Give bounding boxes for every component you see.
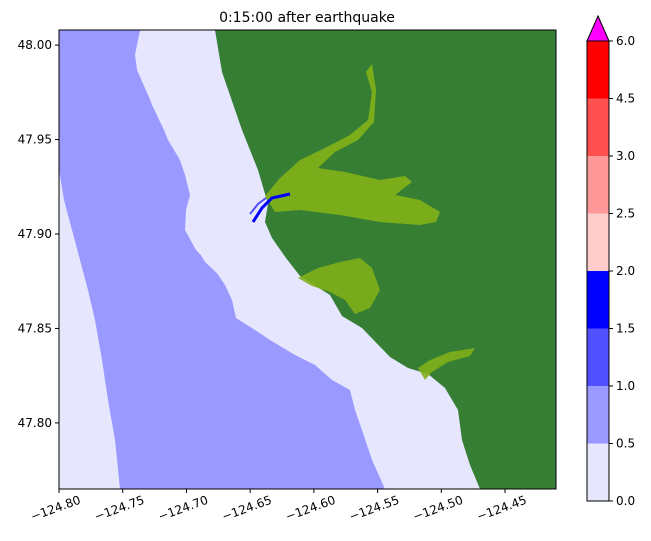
colorbar-extend-triangle [586, 14, 610, 42]
x-tick-label: −124.80 [29, 493, 83, 524]
x-axis: −124.80 −124.75 −124.70 −124.65 −124.60 −124.… [29, 489, 529, 524]
colorbar-tick-label: 0.0 [616, 494, 635, 508]
x-tick-label: −124.50 [411, 493, 465, 524]
colorbar-tick-label: 1.0 [616, 379, 635, 393]
chart-title: 0:15:00 after earthquake [219, 10, 395, 26]
x-tick-label: −124.65 [220, 493, 274, 524]
x-tick-label: −124.75 [93, 493, 147, 524]
nearshore-shelf-region [142, 30, 475, 489]
x-tick-label: −124.60 [284, 493, 338, 524]
colorbar: 0.0 0.5 1.0 1.5 2.0 2.5 3.0 4.5 6.0 [586, 14, 635, 508]
colorbar-tick-label: 2.0 [616, 264, 635, 278]
map-plot-area [58, 29, 557, 490]
y-tick-label: 47.80 [18, 416, 52, 430]
colorbar-tick-label: 1.5 [616, 322, 635, 336]
colorbar-tick-label: 3.0 [616, 149, 635, 163]
x-tick-label: −124.70 [156, 493, 210, 524]
inundation-zone-south [418, 348, 475, 380]
colorbar-bin [587, 328, 609, 386]
offshore-band-region [59, 30, 385, 489]
colorbar-bin [587, 443, 609, 501]
river-channel-edge [249, 197, 267, 215]
land-region [215, 30, 556, 489]
colorbar-bin [587, 271, 609, 329]
y-tick-label: 47.95 [18, 133, 52, 147]
colorbar-bin [587, 41, 609, 99]
y-axis: 47.80 47.85 47.90 47.95 48.00 [18, 38, 59, 430]
colorbar-bin [587, 156, 609, 214]
plot-frame [58, 29, 557, 490]
inundation-zone-mid [298, 258, 380, 314]
y-tick-label: 48.00 [18, 38, 52, 52]
colorbar-bin [587, 98, 609, 156]
colorbar-bin [587, 213, 609, 271]
y-tick-label: 47.85 [18, 321, 52, 335]
colorbar-tick-label: 4.5 [616, 92, 635, 106]
x-tick-label: −124.45 [475, 493, 529, 524]
y-tick-label: 47.90 [18, 227, 52, 241]
colorbar-tick-label: 6.0 [616, 34, 635, 48]
colorbar-tick-label: 2.5 [616, 207, 635, 221]
inundation-zone-north [265, 64, 440, 225]
colorbar-tick-label: 0.5 [616, 437, 635, 451]
colorbar-bin [587, 386, 609, 444]
river-channel [251, 192, 291, 223]
x-tick-label: −124.55 [347, 493, 401, 524]
